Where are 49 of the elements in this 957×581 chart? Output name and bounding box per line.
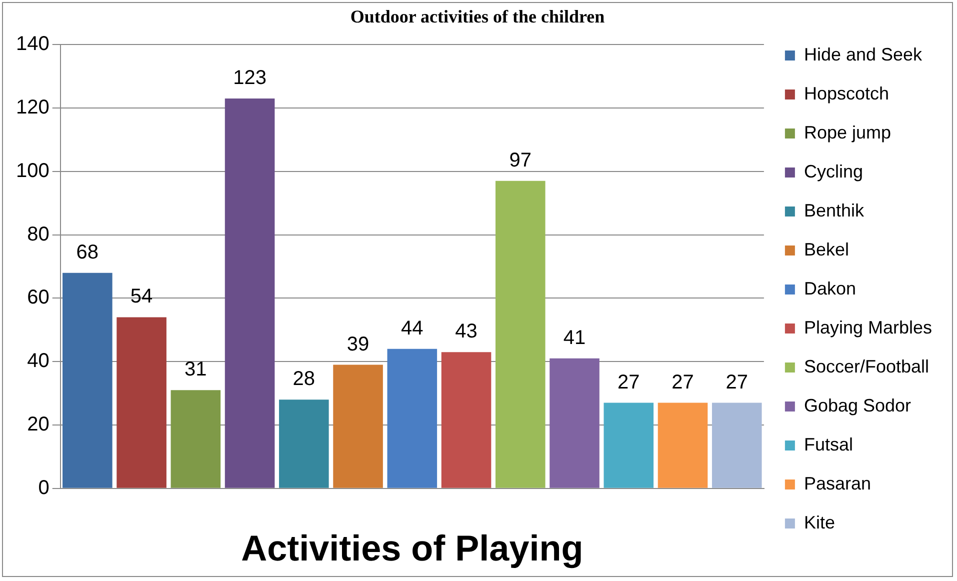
y-tick-label: 140	[16, 33, 50, 56]
x-axis-title: Activities of Playing	[241, 527, 584, 568]
bar	[333, 364, 383, 488]
data-label: 44	[401, 317, 424, 340]
legend-label: Hopscotch	[804, 83, 889, 104]
data-label: 54	[130, 286, 153, 308]
bar	[387, 348, 438, 488]
data-label: 31	[184, 358, 207, 381]
legend-label: Benthik	[804, 200, 865, 220]
y-tick-label: 0	[38, 476, 50, 499]
y-tick-label: 60	[27, 286, 50, 309]
bar	[658, 402, 708, 488]
bar	[62, 272, 112, 488]
bar	[712, 402, 762, 488]
legend-label: Futsal	[804, 434, 853, 454]
y-tick-label: 40	[27, 350, 50, 372]
bar	[279, 400, 329, 488]
chart-title: Outdoor activities of the children	[350, 6, 605, 26]
legend-label: Dakon	[804, 278, 856, 298]
data-label: 68	[76, 241, 99, 264]
data-label: 39	[346, 333, 370, 356]
bar	[604, 402, 654, 488]
data-label: 43	[455, 320, 478, 343]
data-label: 27	[726, 371, 748, 394]
bar	[224, 98, 275, 488]
legend-label: Soccer/Football	[804, 356, 930, 376]
bar	[496, 180, 546, 488]
data-label: 27	[672, 371, 694, 394]
y-tick-label: 80	[27, 223, 50, 246]
legend-label: Pasaran	[804, 473, 871, 494]
y-tick-label: 20	[27, 414, 50, 436]
bar	[441, 352, 492, 488]
bar	[170, 390, 221, 488]
legend-label: Gobag Sodor	[804, 395, 912, 416]
data-label: 27	[618, 371, 640, 394]
bar	[550, 358, 600, 488]
legend-label: Playing Marbles	[804, 317, 932, 338]
legend-label: Bekel	[804, 239, 849, 260]
legend-label: Hide and Seek	[804, 44, 924, 64]
y-tick-label: 120	[16, 96, 50, 119]
data-label: 123	[233, 67, 266, 90]
bar	[116, 317, 166, 488]
data-label: 97	[509, 149, 532, 172]
legend-label: Rope jump	[804, 122, 891, 142]
legend-label: Cycling	[804, 161, 863, 182]
y-tick-label: 100	[16, 160, 50, 182]
data-label: 41	[563, 326, 586, 349]
data-label: 28	[292, 368, 316, 390]
legend-label: Kite	[804, 512, 835, 532]
